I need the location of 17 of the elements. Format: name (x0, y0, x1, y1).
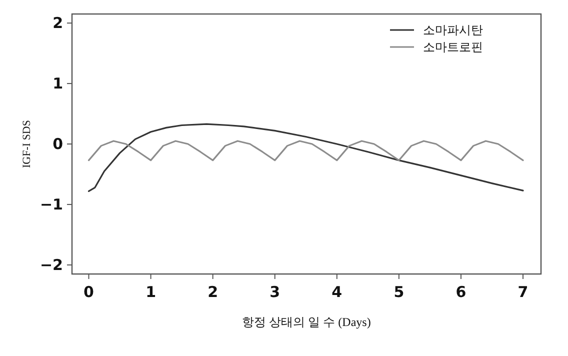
x-tick-label: 6 (456, 283, 466, 301)
y-tick-label: 2 (52, 14, 63, 32)
x-tick-label: 7 (518, 283, 528, 301)
x-axis-title: 항정 상태의 일 수 (Days) (242, 315, 371, 329)
x-tick-label: 4 (332, 283, 342, 301)
x-tick-label: 3 (270, 283, 280, 301)
y-tick-label: 1 (52, 74, 63, 93)
legend-label: 소마트로핀 (423, 40, 483, 54)
x-tick-label: 0 (84, 283, 94, 301)
y-tick-label: 0 (52, 135, 63, 153)
y-tick-label: −2 (40, 256, 63, 274)
y-axis-title: IGF-I SDS (21, 120, 33, 168)
x-tick-label: 2 (208, 283, 218, 301)
x-tick-label: 5 (394, 283, 404, 301)
y-tick-label: −1 (40, 195, 63, 214)
x-tick-label: 1 (146, 283, 156, 301)
legend-label: 소마파시탄 (423, 23, 483, 37)
